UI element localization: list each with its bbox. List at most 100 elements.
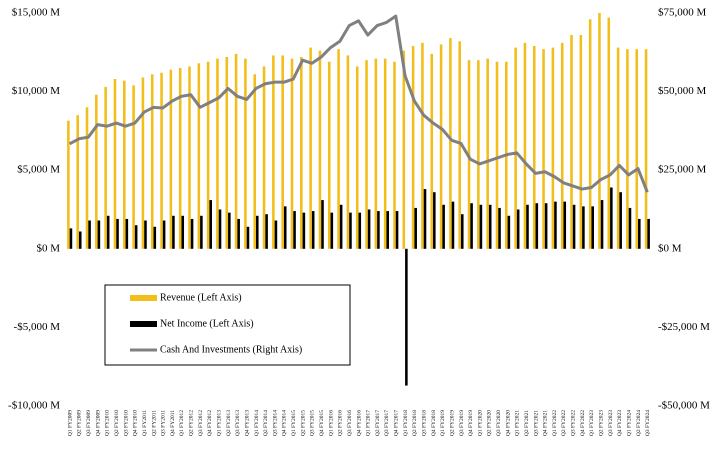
x-tick-label: Q2 FY2012 [189, 410, 195, 436]
bar [414, 207, 417, 249]
x-tick-label: Q3 FY2014 [272, 410, 278, 436]
bar [523, 42, 527, 249]
y-tick-label: -$5,000 M [14, 321, 61, 333]
bar [421, 42, 424, 249]
x-tick-label: Q2 FY2011 [151, 410, 157, 436]
y2-tick-label: $75,000 M [658, 7, 707, 19]
bar [88, 220, 91, 249]
bar [141, 77, 145, 249]
x-tick-label: Q1 FY2019 [440, 410, 446, 436]
bar [169, 69, 173, 249]
bar [116, 218, 119, 249]
y-tick-label: -$10,000 M [8, 400, 60, 412]
y-tick-label: $10,000 M [12, 85, 61, 97]
x-tick-label: Q4 FY2019 [468, 410, 474, 436]
bar [616, 47, 620, 249]
x-tick-label: Q4 FY2009 [95, 410, 101, 436]
bar [411, 46, 415, 249]
bar [318, 50, 322, 249]
x-tick-label: Q1 FY2011 [142, 410, 148, 436]
bar [150, 74, 154, 249]
bar [458, 41, 461, 249]
x-tick-label: Q1 FY2023 [589, 410, 595, 436]
bar [526, 204, 529, 249]
bar [256, 215, 259, 249]
bar [274, 220, 278, 249]
bar [532, 46, 536, 249]
bar [395, 211, 399, 249]
bar [626, 49, 629, 249]
x-tick-label: Q1 FY2017 [366, 410, 372, 436]
bar [123, 80, 126, 249]
x-tick-label: Q2 FY2020 [487, 410, 493, 436]
bar [588, 19, 592, 249]
x-tick-label: Q3 FY2015 [310, 410, 316, 436]
y2-tick-label: $50,000 M [658, 85, 707, 97]
x-tick-label: Q4 FY2012 [207, 410, 213, 436]
x-tick-label: Q3 FY2010 [123, 410, 129, 436]
bar [449, 38, 452, 249]
bar [628, 207, 632, 249]
bar [134, 225, 138, 249]
bar [132, 85, 135, 249]
bar [272, 55, 275, 249]
bar [644, 49, 648, 249]
x-tick-label: Q1 FY2016 [328, 410, 334, 436]
y-tick-label: $5,000 M [17, 164, 60, 176]
x-tick-label: Q4 FY2020 [505, 410, 511, 436]
bar [144, 220, 147, 249]
x-tick-label: Q2 FY2024 [636, 410, 642, 436]
x-tick-label: Q1 FY2018 [403, 410, 409, 436]
bar [106, 215, 110, 249]
x-tick-label: Q3 FY2013 [235, 410, 241, 436]
x-tick-label: Q4 FY2013 [244, 410, 250, 436]
x-tick-label: Q1 FY2009 [67, 410, 73, 436]
x-tick-label: Q2 FY2017 [375, 410, 381, 436]
x-tick-label: Q3 FY2019 [459, 410, 465, 436]
bar [386, 211, 390, 249]
bar [321, 200, 324, 249]
x-tick-label: Q2 FY2019 [449, 410, 455, 436]
bar [439, 44, 443, 249]
bar [244, 58, 247, 249]
bar [470, 203, 473, 249]
bar [393, 61, 396, 249]
legend-swatch [130, 295, 157, 301]
bar [188, 66, 191, 249]
bar [181, 215, 185, 249]
bar [638, 218, 641, 249]
x-tick-label: Q1 FY2013 [217, 410, 223, 436]
bar [283, 206, 287, 249]
bar [598, 13, 601, 249]
bar [311, 211, 315, 249]
x-tick-label: Q2 FY2014 [263, 410, 269, 436]
bar [535, 203, 539, 249]
y-tick-label: $0 M [36, 242, 60, 254]
bar [423, 189, 427, 249]
bar [78, 231, 82, 249]
bar [153, 226, 157, 249]
bar [367, 209, 371, 249]
bar [330, 212, 334, 249]
bar [327, 61, 331, 249]
x-tick-label: Q3 FY2009 [86, 410, 92, 436]
x-tick-label: Q3 FY2020 [496, 410, 502, 436]
legend-label: Cash And Investments (Right Axis) [160, 344, 302, 355]
x-tick-label: Q2 FY2009 [77, 410, 83, 436]
bar [262, 66, 266, 249]
bar [365, 60, 368, 249]
bar [206, 61, 210, 249]
bar [113, 79, 117, 249]
bar [579, 35, 583, 249]
bar [498, 207, 501, 249]
bar [76, 115, 79, 249]
x-tick-label: Q1 FY2021 [515, 410, 521, 436]
bar [495, 61, 499, 249]
x-tick-label: Q4 FY2022 [580, 410, 586, 436]
bar [433, 192, 436, 249]
bar [104, 86, 107, 249]
y2-tick-label: -$25,000 M [658, 321, 710, 333]
x-tick-label: Q2 FY2016 [338, 410, 344, 436]
y2-tick-label: $0 M [658, 242, 682, 254]
bar [162, 220, 166, 249]
